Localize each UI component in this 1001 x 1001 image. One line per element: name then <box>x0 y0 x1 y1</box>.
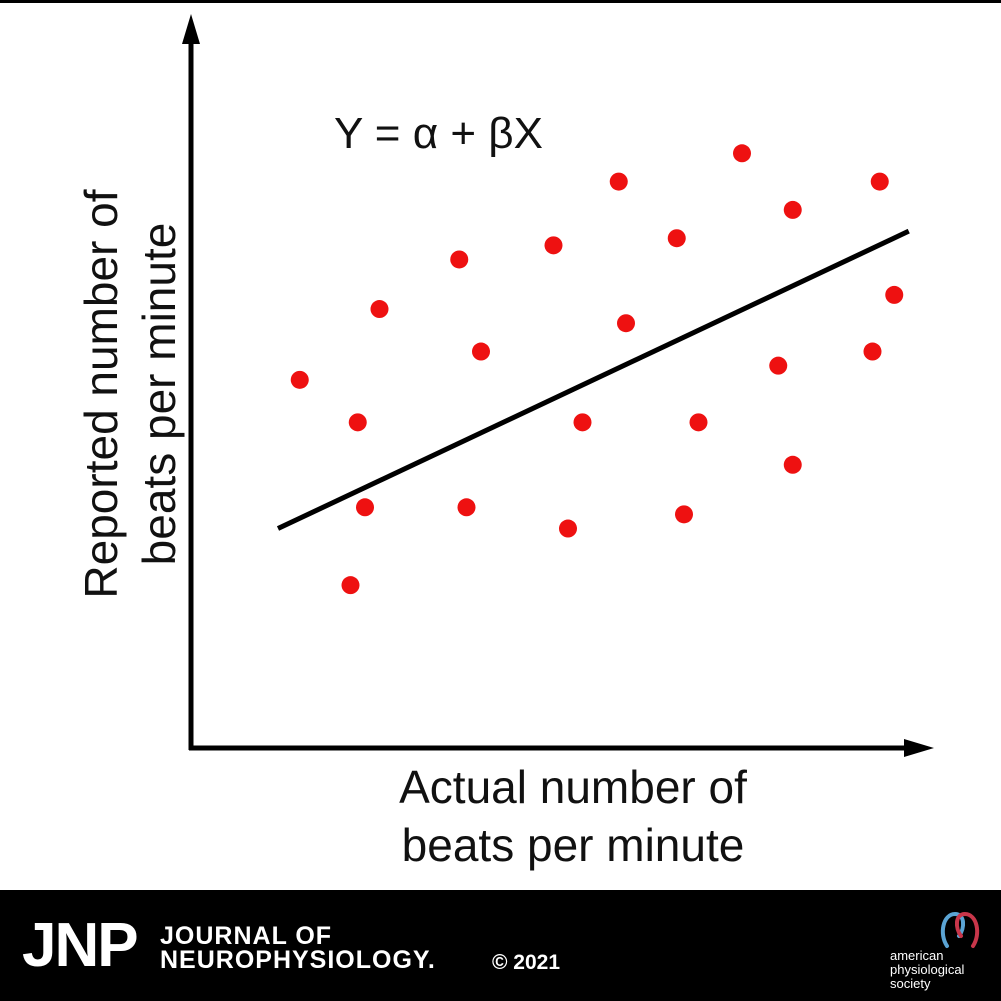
data-point <box>472 342 490 361</box>
data-point <box>290 370 309 389</box>
data-point <box>609 172 628 191</box>
aps-loop-logo-icon <box>940 911 980 948</box>
journal-name-line-1: JOURNAL OF <box>160 922 333 950</box>
data-point <box>667 229 686 248</box>
regression-equation: Y = α + βX <box>334 109 543 158</box>
jnp-logo-text: JNP <box>22 911 139 980</box>
y-axis-title-line-1: Reported number of <box>75 189 127 599</box>
data-point <box>559 519 577 538</box>
aps-society-name: american physiological society <box>890 949 964 991</box>
y-axis-title-line-2: beats per minute <box>133 222 185 566</box>
data-point <box>356 498 374 517</box>
data-point <box>885 285 904 304</box>
data-points <box>290 144 904 595</box>
data-point <box>689 413 708 432</box>
data-point <box>457 498 476 517</box>
data-point <box>341 576 360 595</box>
data-point <box>863 342 882 361</box>
data-point <box>348 413 367 432</box>
x-axis-title: Actual number of beats per minute <box>300 758 846 874</box>
data-point <box>870 172 889 191</box>
data-point <box>733 144 751 163</box>
data-point <box>783 455 802 474</box>
x-axis-title-line-2: beats per minute <box>401 819 745 871</box>
data-point <box>675 505 693 524</box>
aps-line-1: american <box>890 948 944 963</box>
journal-name-line-2: NEUROPHYSIOLOGY. <box>160 946 436 974</box>
data-point <box>769 356 788 375</box>
x-axis-arrow <box>904 739 934 757</box>
data-point <box>617 314 635 333</box>
copyright-notice: © 2021 <box>492 951 561 974</box>
x-axis-title-line-1: Actual number of <box>399 761 747 813</box>
footer-banner: JNP JOURNAL OF NEUROPHYSIOLOGY. © 2021 a… <box>0 890 1001 1001</box>
aps-line-3: society <box>890 976 931 991</box>
journal-name: JOURNAL OF NEUROPHYSIOLOGY. <box>160 922 436 974</box>
data-point <box>450 250 469 269</box>
scatter-chart <box>182 14 934 757</box>
data-point <box>783 200 802 219</box>
data-point <box>573 413 592 432</box>
top-rule <box>0 0 1001 3</box>
regression-line <box>276 228 910 531</box>
data-point <box>370 300 389 319</box>
aps-line-2: physiological <box>890 962 965 977</box>
data-point <box>544 236 563 255</box>
y-axis-arrow <box>182 14 200 44</box>
